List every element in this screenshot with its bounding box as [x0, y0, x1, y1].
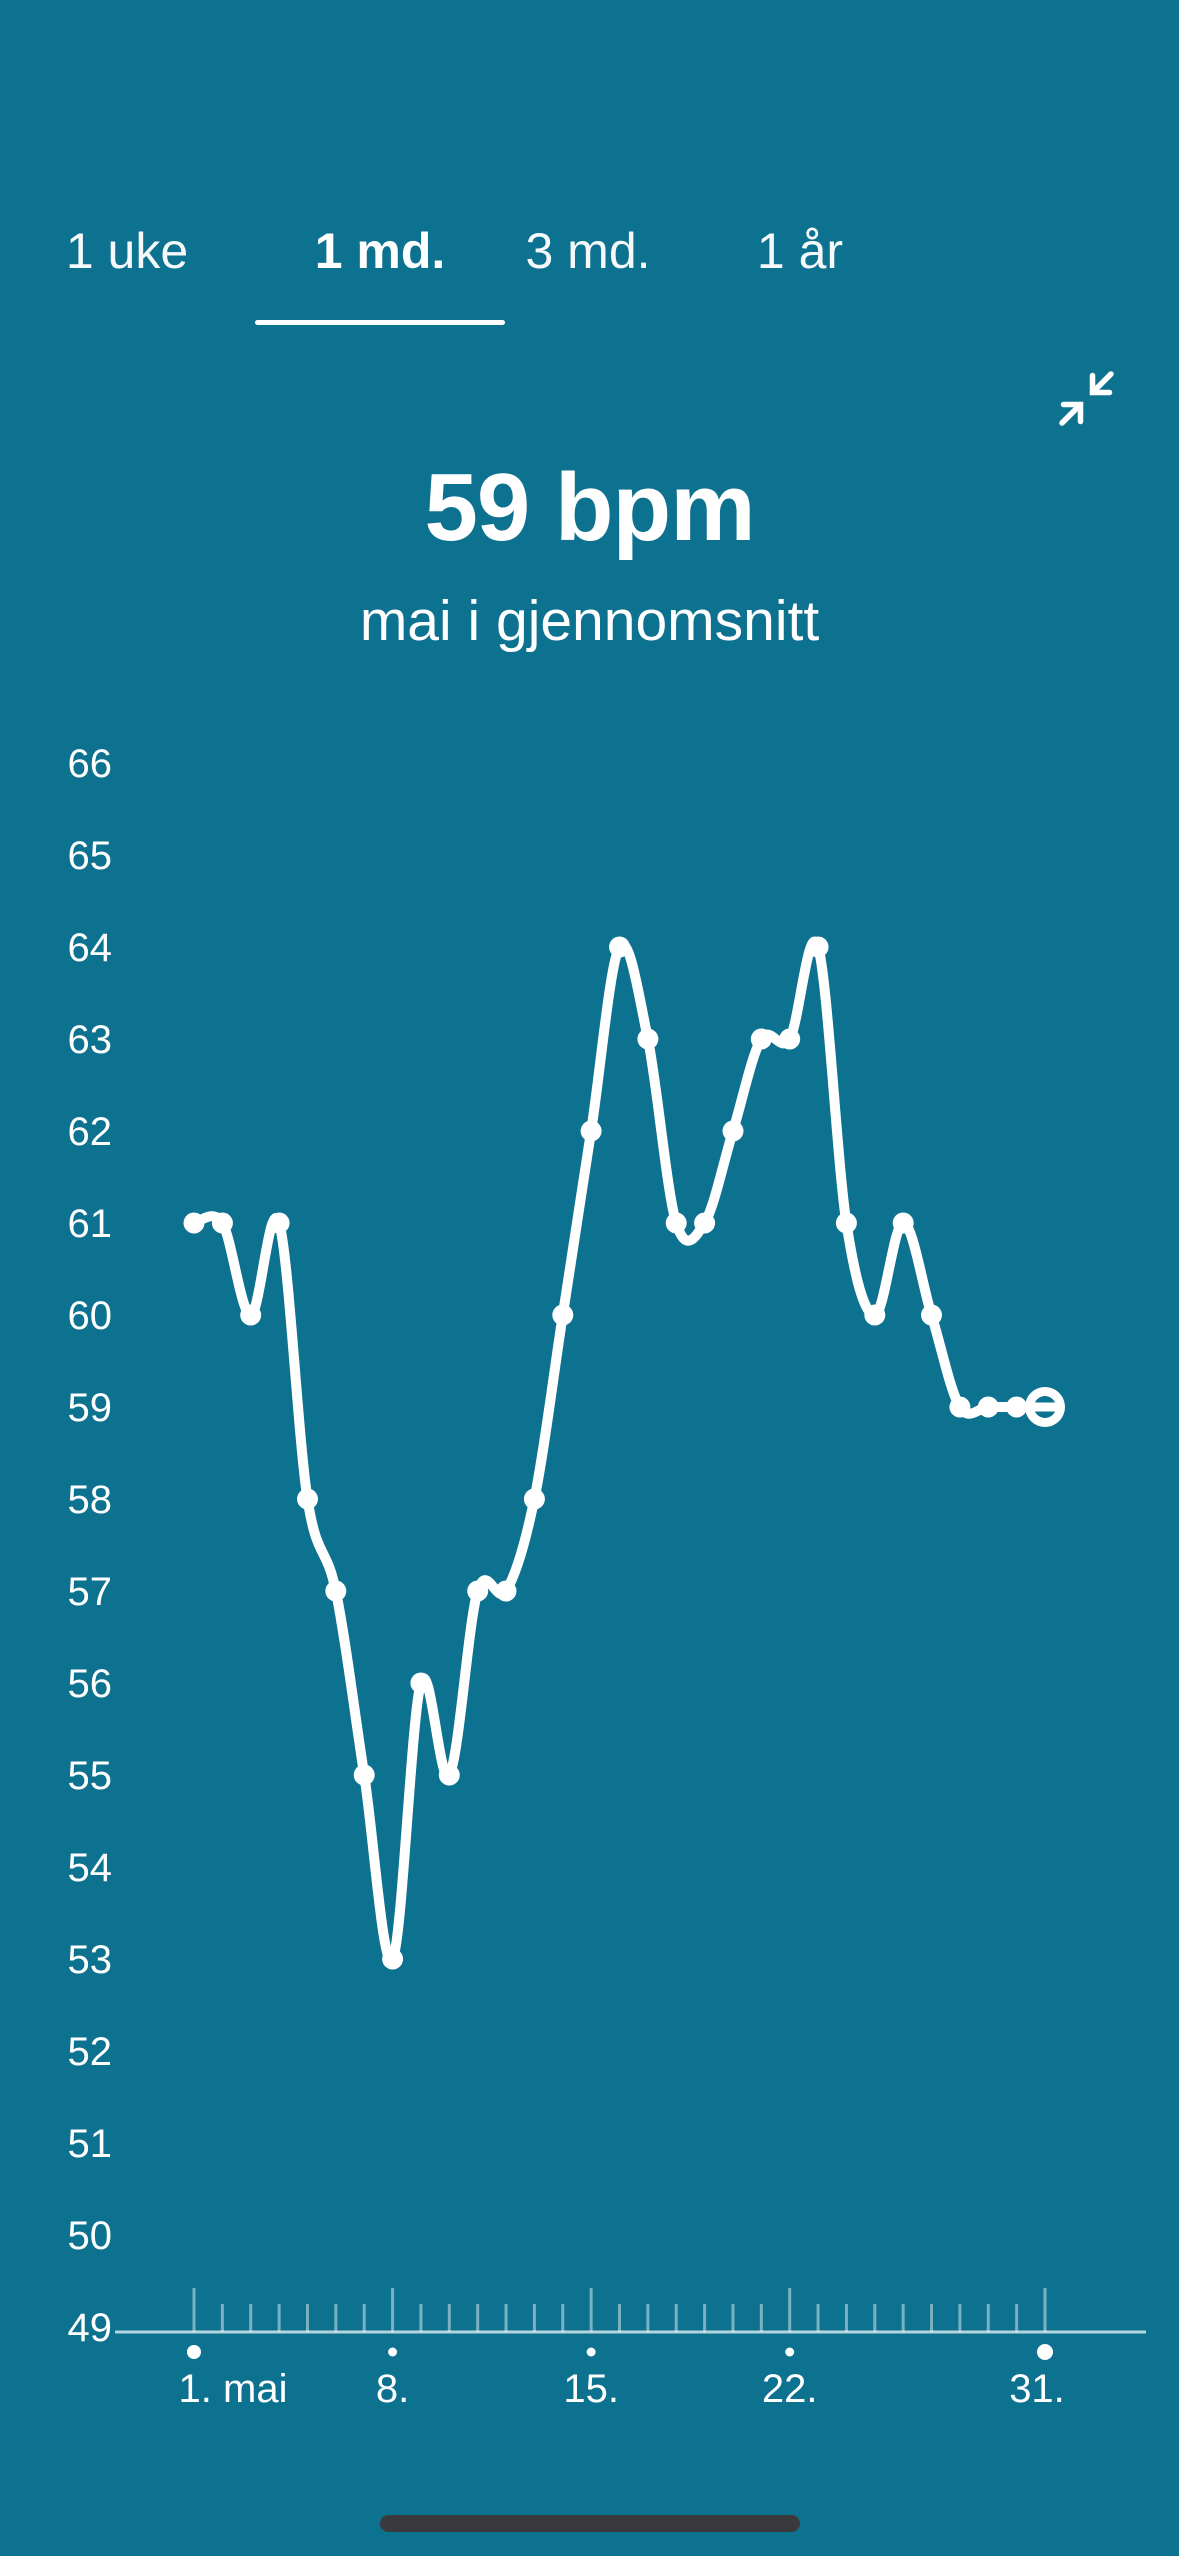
- data-point: [694, 1212, 716, 1234]
- data-point: [750, 1028, 772, 1050]
- data-point: [892, 1212, 914, 1234]
- x-axis-label-dot: [586, 2347, 596, 2357]
- data-point: [722, 1120, 744, 1142]
- data-point: [807, 936, 829, 958]
- active-tab-underline: [255, 320, 505, 325]
- data-point: [438, 1764, 460, 1786]
- average-value: 59 bpm: [424, 454, 755, 561]
- y-axis-label: 53: [68, 1938, 113, 1982]
- x-axis-label: 1. mai: [179, 2367, 288, 2411]
- x-axis-label-dot: [785, 2347, 795, 2357]
- y-axis-label: 58: [68, 1478, 113, 1522]
- y-axis-label: 55: [68, 1754, 113, 1798]
- y-axis-label: 65: [68, 834, 113, 878]
- series-line: [189, 936, 1050, 1966]
- collapse-icon: [1059, 371, 1114, 426]
- tab-3-md[interactable]: 3 md.: [525, 223, 651, 279]
- data-point: [949, 1396, 971, 1418]
- home-indicator[interactable]: [380, 2515, 800, 2532]
- tab-1-uke[interactable]: 1 uke: [65, 223, 189, 279]
- data-point: [864, 1304, 886, 1326]
- data-point: [1006, 1396, 1028, 1418]
- y-axis-label: 60: [68, 1294, 113, 1338]
- collapse-button[interactable]: [1048, 360, 1124, 436]
- data-point: [240, 1304, 262, 1326]
- data-point: [552, 1304, 574, 1326]
- y-axis-label: 56: [68, 1662, 113, 1706]
- y-axis-label: 57: [68, 1570, 113, 1614]
- data-point: [835, 1212, 857, 1234]
- data-point: [382, 1948, 404, 1970]
- y-axis-label: 62: [68, 1110, 113, 1154]
- y-axis-label: 50: [68, 2214, 113, 2258]
- x-axis-label: 22.: [762, 2367, 818, 2411]
- data-point: [467, 1580, 489, 1602]
- y-axis-label: 49: [68, 2306, 113, 2350]
- data-point: [977, 1396, 999, 1418]
- data-point: [353, 1764, 375, 1786]
- y-axis-label: 63: [68, 1018, 113, 1062]
- tab-1-md[interactable]: 1 md.: [314, 223, 446, 279]
- data-point: [183, 1212, 205, 1234]
- y-axis-label: 51: [68, 2122, 113, 2166]
- data-point: [609, 936, 630, 958]
- tab-1-ar[interactable]: 1 år: [756, 223, 844, 279]
- y-axis-label: 64: [68, 926, 113, 970]
- data-point: [211, 1212, 233, 1234]
- x-axis-label-dot: [388, 2347, 398, 2357]
- data-point: [410, 1672, 432, 1694]
- y-axis-label: 52: [68, 2030, 113, 2074]
- average-caption: mai i gjennomsnitt: [359, 589, 820, 653]
- data-point: [325, 1580, 347, 1602]
- data-point: [779, 1028, 801, 1050]
- y-axis-label: 59: [68, 1386, 113, 1430]
- data-point: [495, 1580, 517, 1602]
- data-point: [297, 1488, 318, 1510]
- data-point: [637, 1028, 659, 1050]
- data-point: [580, 1120, 602, 1142]
- y-axis-label: 61: [68, 1202, 113, 1246]
- x-axis-label: 31.: [1009, 2367, 1065, 2411]
- data-point: [665, 1212, 687, 1234]
- data-point: [268, 1212, 290, 1234]
- data-point: [523, 1488, 545, 1510]
- x-axis-label-dot: [1037, 2344, 1053, 2360]
- x-axis-label: 8.: [376, 2367, 409, 2411]
- y-axis-label: 54: [68, 1846, 113, 1890]
- x-axis-label-dot: [187, 2345, 201, 2359]
- y-axis-label: 66: [68, 742, 113, 786]
- data-point: [921, 1304, 942, 1326]
- x-axis-label: 15.: [563, 2367, 619, 2411]
